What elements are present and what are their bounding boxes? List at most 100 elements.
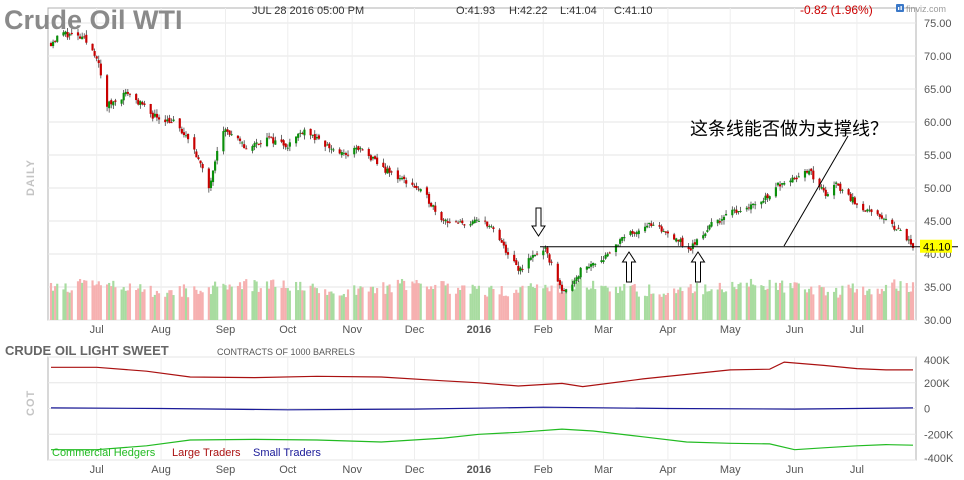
volume-bar bbox=[284, 287, 287, 320]
volume-bar bbox=[812, 294, 815, 320]
candle bbox=[589, 264, 593, 267]
candle bbox=[521, 268, 524, 270]
volume-bar bbox=[710, 289, 713, 320]
volume-bar bbox=[606, 287, 609, 320]
candle bbox=[405, 180, 408, 184]
candle bbox=[303, 129, 306, 136]
volume-bar bbox=[471, 284, 474, 320]
volume-bar bbox=[432, 288, 435, 320]
price-y-tick-label: 75.00 bbox=[924, 18, 952, 30]
candle bbox=[66, 32, 69, 38]
price-x-tick-label: Feb bbox=[534, 324, 553, 336]
volume-bar bbox=[180, 296, 183, 320]
volume-bar bbox=[882, 291, 886, 320]
candle bbox=[839, 183, 842, 191]
volume-bar bbox=[76, 281, 80, 320]
candle bbox=[315, 136, 318, 139]
volume-bar bbox=[751, 284, 755, 320]
candle bbox=[457, 222, 460, 224]
candle bbox=[243, 144, 246, 149]
volume-bar bbox=[448, 293, 451, 320]
candle bbox=[288, 142, 291, 147]
candle bbox=[313, 134, 316, 140]
candle bbox=[905, 228, 908, 241]
volume-bar bbox=[70, 290, 73, 320]
candle bbox=[157, 117, 161, 120]
volume-bar bbox=[764, 289, 767, 320]
volume-bar bbox=[51, 290, 55, 320]
candle bbox=[274, 140, 277, 145]
volume-bar bbox=[662, 293, 665, 320]
volume-bar bbox=[818, 285, 821, 320]
volume-bar bbox=[85, 280, 88, 320]
candle bbox=[693, 242, 696, 245]
candle bbox=[120, 99, 123, 104]
candle bbox=[631, 231, 634, 234]
volume-bar bbox=[558, 292, 561, 320]
volume-bar bbox=[718, 282, 721, 320]
candle bbox=[359, 148, 362, 149]
volume-bar bbox=[315, 288, 318, 320]
volume-bar bbox=[810, 286, 813, 320]
volume-bar bbox=[864, 295, 867, 320]
candlesticks bbox=[49, 27, 915, 294]
legend-small-traders: Small Traders bbox=[253, 447, 321, 459]
candle bbox=[606, 253, 609, 257]
volume-bar bbox=[880, 288, 883, 320]
candle bbox=[805, 170, 809, 173]
volume-bar bbox=[824, 295, 827, 320]
candle bbox=[542, 250, 545, 256]
candle bbox=[704, 233, 707, 237]
candle bbox=[417, 188, 420, 190]
candle bbox=[895, 229, 898, 231]
volume-bar bbox=[353, 285, 356, 320]
finviz-icon bbox=[896, 4, 904, 12]
candle bbox=[371, 156, 375, 159]
candle bbox=[760, 201, 763, 205]
volume-bars bbox=[49, 278, 915, 320]
candle bbox=[135, 94, 138, 101]
candle bbox=[197, 157, 200, 160]
price-x-tick-label: Dec bbox=[405, 324, 425, 336]
price-y-tick-label: 55.00 bbox=[924, 150, 952, 162]
price-x-tick-label: Oct bbox=[279, 324, 296, 336]
volume-bar bbox=[739, 282, 742, 320]
volume-bar bbox=[346, 289, 350, 320]
volume-bar bbox=[706, 291, 709, 320]
last-price-badge: 41.10 bbox=[920, 239, 952, 254]
candle bbox=[579, 267, 582, 278]
candle bbox=[238, 138, 242, 141]
volume-bar bbox=[643, 295, 647, 320]
candle bbox=[565, 289, 568, 293]
legend-commercial-hedgers: Commercial Hedgers bbox=[52, 447, 156, 459]
volume-bar bbox=[403, 280, 406, 320]
candle bbox=[504, 244, 507, 253]
candle bbox=[826, 194, 829, 197]
volume-bar bbox=[492, 288, 495, 320]
candle bbox=[257, 143, 260, 145]
cot-x-tick-label: Jun bbox=[786, 464, 804, 476]
volume-bar bbox=[272, 279, 275, 320]
volume-bar bbox=[679, 287, 682, 320]
volume-bar bbox=[868, 288, 871, 320]
candle bbox=[866, 209, 869, 212]
volume-bar bbox=[855, 289, 859, 320]
candle bbox=[137, 99, 140, 105]
candle bbox=[255, 142, 258, 144]
candle bbox=[710, 222, 713, 227]
volume-bar bbox=[454, 293, 458, 320]
volume-bar bbox=[141, 291, 144, 320]
volume-bar bbox=[313, 287, 316, 320]
candle bbox=[222, 131, 225, 152]
candle bbox=[673, 234, 676, 240]
candle bbox=[893, 225, 896, 230]
volume-bar bbox=[619, 286, 622, 320]
candle bbox=[214, 161, 217, 171]
volume-bar bbox=[504, 295, 507, 320]
volume-bar bbox=[673, 288, 676, 320]
volume-bar bbox=[245, 279, 248, 320]
candle bbox=[498, 229, 501, 241]
volume-bar bbox=[884, 284, 888, 320]
price-x-tick-label: Mar bbox=[594, 324, 613, 336]
candle bbox=[128, 93, 132, 95]
